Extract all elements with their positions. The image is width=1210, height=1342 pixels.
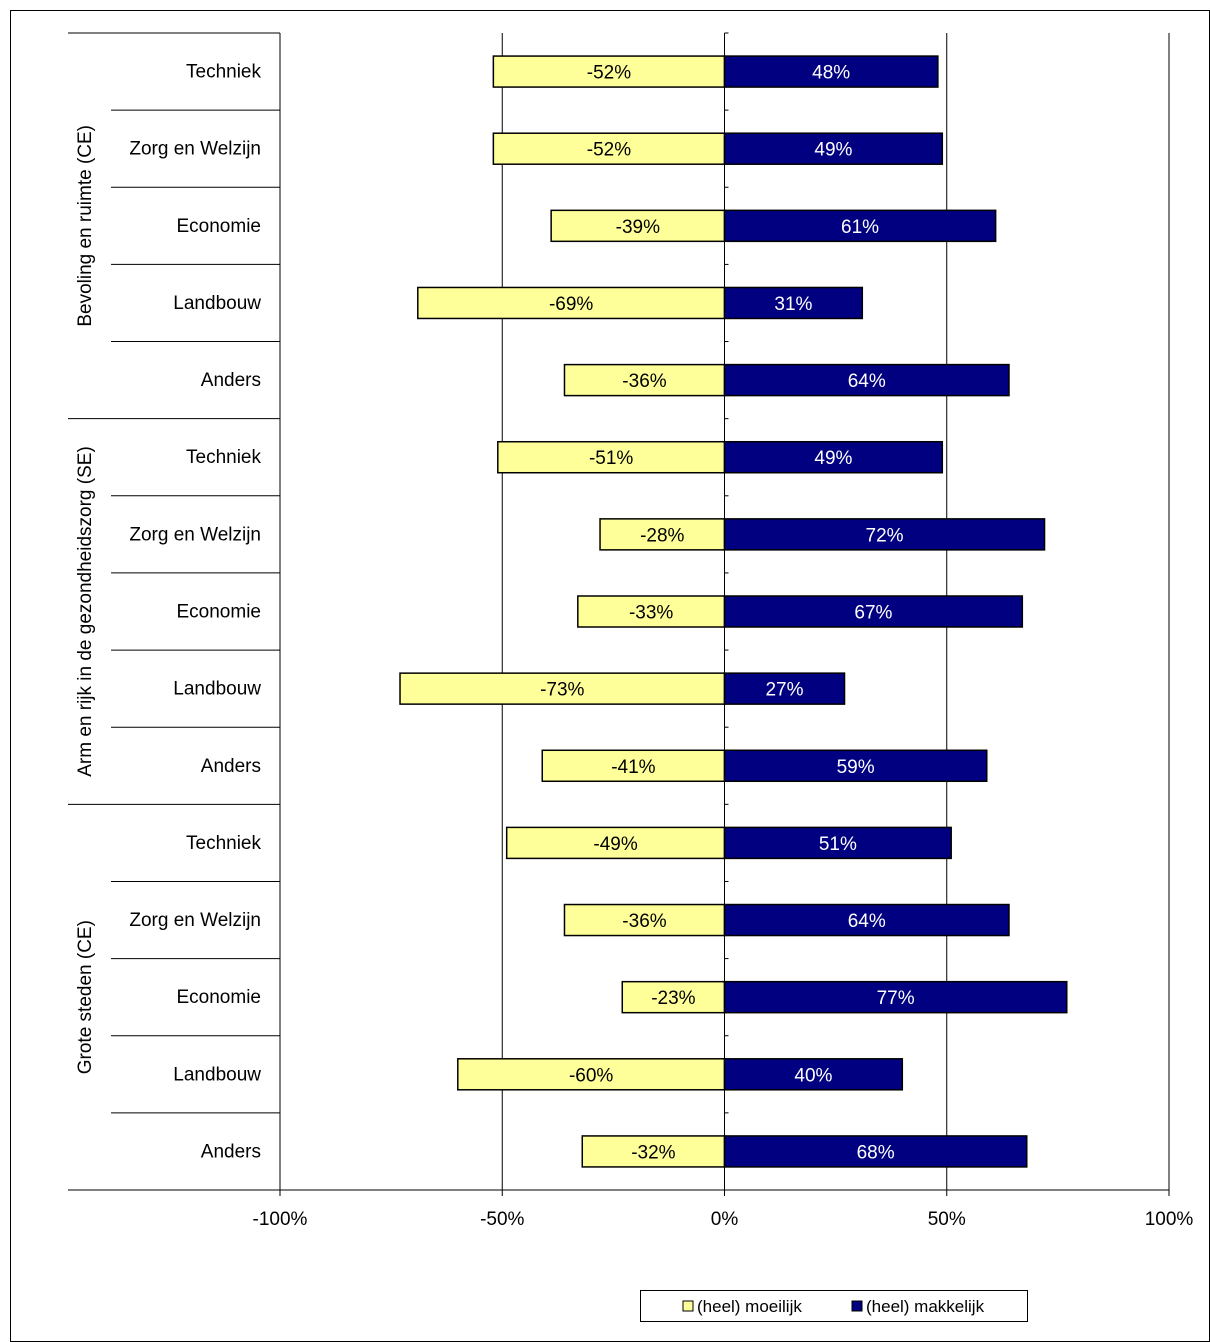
data-label-makkelijk: 64% — [848, 371, 886, 392]
bar-makkelijk — [723, 826, 952, 860]
data-label-makkelijk: 49% — [814, 140, 852, 161]
data-label-makkelijk: 61% — [841, 217, 879, 238]
bar-moeilijk — [599, 518, 726, 551]
category-label: Techniek — [186, 447, 261, 468]
legend-item-makkelijk-swatch — [851, 1300, 863, 1312]
category-label: Landbouw — [173, 293, 261, 314]
category-label: Economie — [177, 987, 262, 1008]
bar-moeilijk — [457, 1058, 726, 1091]
bar-moeilijk — [417, 286, 726, 320]
bar-makkelijk — [723, 363, 1010, 397]
bar-makkelijk — [723, 286, 864, 320]
bar-moeilijk — [492, 132, 726, 165]
bar-moeilijk — [550, 209, 726, 243]
x-axis: -100% -50% 0% 50% 100% — [68, 32, 1194, 1230]
legend: (heel) moeilijk (heel) makkelijk — [640, 1290, 1028, 1322]
category-label: Economie — [177, 216, 262, 237]
data-label-makkelijk: 51% — [819, 834, 857, 855]
data-label-makkelijk: 77% — [877, 988, 915, 1009]
data-label-moeilijk: -51% — [589, 448, 633, 469]
bar-moeilijk — [563, 363, 726, 397]
x-tick-label: 0% — [711, 1209, 739, 1230]
bar-moeilijk — [621, 980, 726, 1014]
data-label-makkelijk: 68% — [857, 1142, 895, 1163]
data-label-moeilijk: -60% — [569, 1065, 613, 1086]
bar-makkelijk — [723, 55, 939, 88]
category-label: Landbouw — [173, 1064, 261, 1085]
bar-moeilijk — [492, 55, 726, 88]
data-label-moeilijk: -39% — [616, 217, 660, 238]
category-label: Anders — [201, 756, 261, 777]
bar-makkelijk — [723, 1058, 904, 1091]
data-label-moeilijk: -52% — [587, 140, 631, 161]
bar-makkelijk — [723, 749, 988, 783]
group-label: Arm en rijk in de gezondheidszorg (SE) — [75, 446, 96, 777]
data-label-makkelijk: 48% — [812, 63, 850, 84]
data-label-makkelijk: 40% — [794, 1065, 832, 1086]
legend-item-moeilijk-swatch — [682, 1300, 694, 1312]
data-label-moeilijk: -69% — [549, 294, 593, 315]
legend-box — [640, 1290, 1028, 1322]
data-label-moeilijk: -36% — [622, 371, 666, 392]
x-tick-label: -100% — [253, 1209, 308, 1230]
category-label: Zorg en Welzijn — [129, 910, 261, 931]
data-label-moeilijk: -28% — [640, 525, 684, 546]
data-label-makkelijk: 27% — [765, 680, 803, 701]
bar-moeilijk — [497, 440, 726, 474]
data-label-moeilijk: -49% — [593, 834, 637, 855]
category-label: Anders — [201, 370, 261, 391]
bar-moeilijk — [541, 749, 726, 783]
x-tick-label: 100% — [1145, 1209, 1194, 1230]
bar-makkelijk — [723, 518, 1046, 551]
legend-item-makkelijk-label: (heel) makkelijk — [866, 1297, 985, 1316]
data-label-moeilijk: -32% — [631, 1142, 675, 1163]
data-label-makkelijk: 49% — [814, 448, 852, 469]
category-axis: Techniek Zorg en Welzijn Economie Landbouw A… — [68, 32, 280, 1191]
x-tick-label: 50% — [928, 1209, 966, 1230]
category-label: Techniek — [186, 62, 261, 83]
bar-makkelijk — [723, 980, 1068, 1014]
data-label-moeilijk: -33% — [629, 603, 673, 624]
legend-item-moeilijk-label: (heel) moeilijk — [697, 1297, 802, 1316]
data-label-makkelijk: 67% — [854, 603, 892, 624]
bar-makkelijk — [723, 672, 846, 705]
category-label: Economie — [177, 602, 262, 623]
x-tick-label: -50% — [480, 1209, 524, 1230]
category-label: Zorg en Welzijn — [129, 524, 261, 545]
data-label-moeilijk: -36% — [622, 911, 666, 932]
category-label: Techniek — [186, 833, 261, 854]
data-label-moeilijk: -23% — [651, 988, 695, 1009]
data-label-makkelijk: 64% — [848, 911, 886, 932]
bar-makkelijk — [723, 595, 1024, 628]
data-label-makkelijk: 72% — [866, 525, 904, 546]
bar-moeilijk — [399, 672, 726, 705]
data-label-moeilijk: -73% — [540, 680, 584, 701]
bar-makkelijk — [723, 132, 944, 165]
data-label-makkelijk: 59% — [837, 757, 875, 778]
data-label-moeilijk: -41% — [611, 757, 655, 778]
data-label-moeilijk: -52% — [587, 63, 631, 84]
category-label: Landbouw — [173, 679, 261, 700]
category-label: Anders — [201, 1141, 261, 1162]
category-label: Zorg en Welzijn — [129, 139, 261, 160]
group-label: Grote steden (CE) — [75, 920, 96, 1074]
bar-makkelijk — [723, 1135, 1028, 1168]
data-label-makkelijk: 31% — [774, 294, 812, 315]
group-label: Bevoling en ruimte (CE) — [75, 125, 96, 327]
